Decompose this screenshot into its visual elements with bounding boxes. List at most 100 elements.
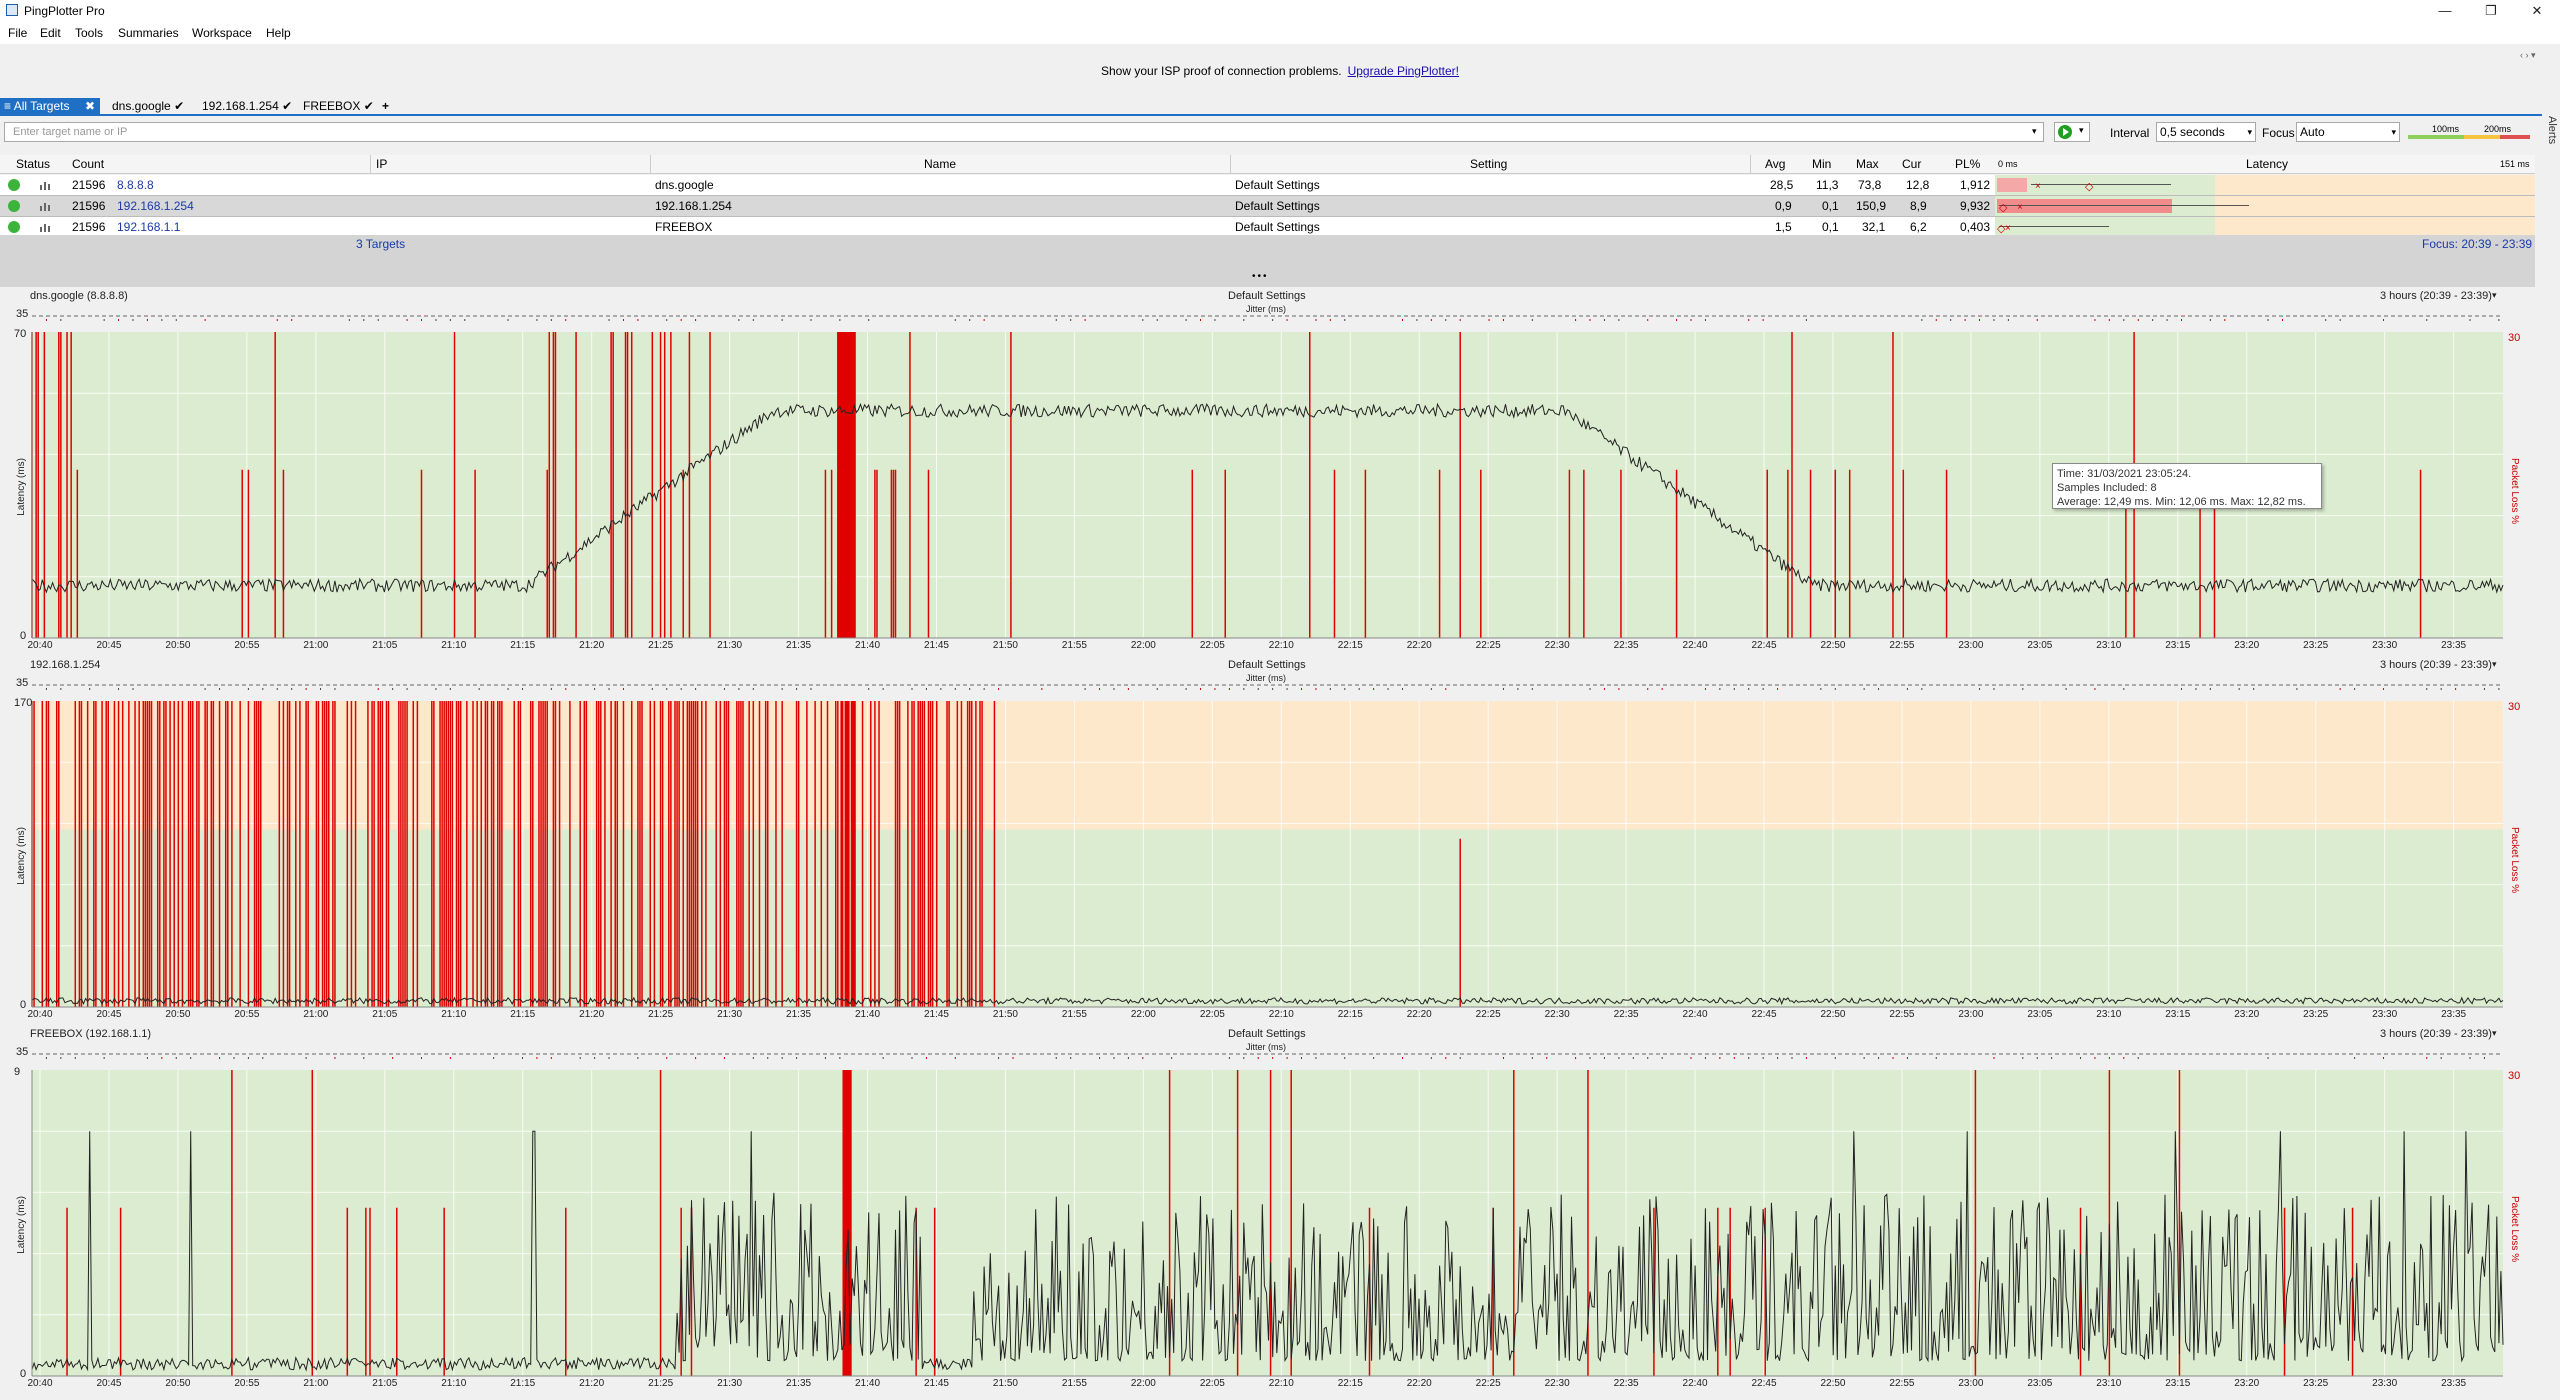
table-row[interactable]: 21596 192.168.1.1 FREEBOX Default Settin… (0, 217, 2535, 238)
graph-pane-2[interactable]: 192.168.1.254 Default Settings 3 hours (20… (0, 657, 2540, 1025)
add-tab-button[interactable]: + (382, 99, 390, 113)
latency-axis-max: 170 (14, 697, 33, 709)
time-tick-label: 20:55 (234, 640, 260, 651)
graph-time-range[interactable]: 3 hours (20:39 - 23:39) (2380, 1028, 2492, 1040)
menu-help[interactable]: Help (266, 26, 291, 40)
latency-bar: × ◇ (1995, 217, 2535, 237)
tab-192-168-1-254[interactable]: 192.168.1.254 ✔ (202, 99, 293, 113)
close-tab-icon[interactable]: ✖ (84, 99, 95, 113)
time-tick-label: 21:00 (303, 1009, 329, 1020)
time-tick-label: 20:40 (27, 1009, 53, 1020)
time-tick-label: 22:55 (1889, 1009, 1915, 1020)
time-tick-label: 22:55 (1889, 640, 1915, 651)
time-tick-label: 20:55 (234, 1009, 260, 1020)
table-row[interactable]: 21596 8.8.8.8 dns.google Default Setting… (0, 175, 2535, 196)
chevron-down-icon: ▾ (2247, 127, 2252, 137)
time-tick-label: 21:05 (372, 1009, 398, 1020)
graph-setting[interactable]: Default Settings (1228, 1028, 1306, 1040)
col-status[interactable]: Status (16, 157, 51, 171)
chevron-down-icon[interactable]: ▾ (2492, 290, 2497, 300)
col-name[interactable]: Name (924, 157, 957, 171)
tab-dns-google[interactable]: dns.google ✔ (112, 99, 185, 113)
time-tick-label: 22:20 (1406, 1378, 1432, 1389)
graph-pane-1[interactable]: dns.google (8.8.8.8) Default Settings 3 ho… (0, 288, 2540, 656)
time-tick-label: 20:40 (27, 1378, 53, 1389)
tab-freebox[interactable]: FREEBOX ✔ (303, 99, 374, 113)
interval-select[interactable]: 0,5 seconds ▾ (2156, 122, 2256, 142)
latency-line (31, 1130, 2504, 1372)
maximize-button[interactable]: ❐ (2485, 3, 2497, 18)
col-setting[interactable]: Setting (1470, 157, 1508, 171)
col-max[interactable]: Max (1856, 157, 1879, 171)
chevron-down-icon[interactable]: ▾ (2492, 1028, 2497, 1038)
time-tick-label: 20:40 (27, 640, 53, 651)
latency-max-label: 151 ms (2500, 159, 2530, 169)
latency-graph[interactable] (0, 288, 2540, 656)
time-tick-label: 22:55 (1889, 1378, 1915, 1389)
latency-graph[interactable] (0, 657, 2540, 1025)
time-tick-label: 21:40 (855, 1009, 881, 1020)
splitter-handle-icon[interactable]: ••• (1252, 271, 1269, 282)
search-dropdown-icon[interactable]: ▾ (2032, 126, 2037, 136)
latency-bar: × ◇ (1995, 175, 2535, 195)
time-tick-label: 20:50 (165, 1009, 191, 1020)
menu-bar: File Edit Tools Summaries Workspace Help (0, 22, 2560, 44)
col-count[interactable]: Count (72, 157, 105, 171)
time-tick-label: 23:10 (2096, 1009, 2122, 1020)
latency-graph[interactable] (0, 1026, 2540, 1394)
col-min[interactable]: Min (1812, 157, 1832, 171)
time-tick-label: 22:10 (1268, 1009, 1294, 1020)
menu-summaries[interactable]: Summaries (118, 26, 179, 40)
menu-file[interactable]: File (8, 26, 28, 40)
time-tick-label: 22:00 (1130, 640, 1156, 651)
time-tick-label: 22:50 (1820, 640, 1846, 651)
col-cur[interactable]: Cur (1902, 157, 1922, 171)
time-tick-label: 21:10 (441, 1009, 467, 1020)
graph-time-range[interactable]: 3 hours (20:39 - 23:39) (2380, 659, 2492, 671)
time-tick-label: 20:50 (165, 640, 191, 651)
list-icon: ≡ (4, 99, 14, 113)
upgrade-link[interactable]: Upgrade PingPlotter! (1347, 64, 1459, 78)
menu-workspace[interactable]: Workspace (192, 26, 252, 40)
time-tick-label: 22:45 (1751, 1378, 1777, 1389)
menu-edit[interactable]: Edit (40, 26, 61, 40)
graph-time-range[interactable]: 3 hours (20:39 - 23:39) (2380, 290, 2492, 302)
time-tick-label: 21:35 (786, 1378, 812, 1389)
time-tick-label: 23:25 (2303, 1378, 2329, 1389)
time-tick-label: 22:35 (1613, 640, 1639, 651)
time-tick-label: 22:30 (1544, 640, 1570, 651)
start-trace-button[interactable]: ▾ (2054, 122, 2090, 142)
graph-setting[interactable]: Default Settings (1228, 290, 1306, 302)
table-footer: 3 Targets Focus: 20:39 - 23:39 ••• (0, 235, 2535, 287)
time-tick-label: 21:45 (923, 1378, 949, 1389)
target-search-input[interactable] (4, 122, 2044, 142)
bar-chart-icon (40, 203, 50, 211)
minimize-button[interactable]: — (2438, 3, 2452, 18)
col-latency[interactable]: Latency (2246, 157, 2289, 171)
col-avg[interactable]: Avg (1765, 157, 1786, 171)
focus-range: Focus: 20:39 - 23:39 (2422, 237, 2533, 251)
chevron-down-icon[interactable]: ▾ (2079, 125, 2084, 135)
table-row[interactable]: 21596 192.168.1.254 192.168.1.254 Defaul… (0, 196, 2535, 217)
close-button[interactable]: ✕ (2531, 3, 2543, 18)
nav-arrows-icon[interactable]: ‹ › ▾ (2520, 50, 2536, 60)
latency-axis-label: Latency (ms) (16, 458, 27, 516)
time-tick-label: 22:30 (1544, 1009, 1570, 1020)
chevron-down-icon[interactable]: ▾ (2492, 659, 2497, 669)
title-bar: PingPlotter Pro — ❐ ✕ (0, 0, 2560, 22)
tab-underline (0, 114, 2542, 116)
time-tick-label: 21:25 (648, 1009, 674, 1020)
alerts-panel-toggle[interactable]: Alerts (2546, 116, 2558, 145)
avg-marker-icon: ◇ (1999, 202, 2008, 214)
graph-pane-3[interactable]: FREEBOX (192.168.1.1) Default Settings 3 h… (0, 1026, 2540, 1394)
time-tick-label: 20:45 (96, 640, 122, 651)
time-tick-label: 22:15 (1337, 1009, 1363, 1020)
graph-setting[interactable]: Default Settings (1228, 659, 1306, 671)
packet-loss-axis-max: 30 (2508, 701, 2521, 713)
focus-select[interactable]: Auto ▾ (2296, 122, 2400, 142)
menu-tools[interactable]: Tools (75, 26, 104, 40)
col-ip[interactable]: IP (376, 157, 388, 171)
check-icon: ✔ (174, 99, 185, 113)
tab-all-targets[interactable]: ≡ All Targets ✖ (0, 98, 100, 114)
col-pl[interactable]: PL% (1955, 157, 1981, 171)
